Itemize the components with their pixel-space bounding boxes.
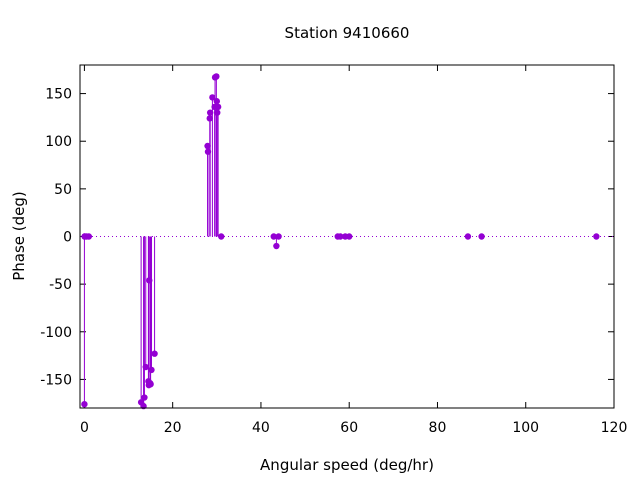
data-point (275, 233, 282, 240)
y-tick-label: 100 (45, 134, 72, 150)
y-axis-label: Phase (deg) (10, 191, 28, 281)
data-point (85, 233, 93, 240)
x-tick-label: 100 (512, 420, 539, 436)
x-tick-label: 40 (252, 420, 270, 436)
data-point (214, 103, 222, 111)
plot-frame (79, 64, 615, 409)
data-point (337, 233, 344, 240)
data-point (214, 109, 221, 116)
data-point (147, 380, 154, 388)
axis-ticks: 0 20 40 60 80 100 120 -150 -100 -50 0 50 100 150 (40, 65, 627, 436)
data-point (478, 233, 485, 240)
y-tick-label: 50 (54, 182, 72, 198)
data-point (464, 233, 472, 240)
phase-series (81, 73, 600, 410)
data-point (270, 233, 277, 240)
data-point (213, 98, 221, 105)
data-point (209, 94, 216, 101)
data-point (593, 233, 600, 240)
x-tick-label: 0 (80, 420, 89, 436)
data-point (346, 233, 353, 240)
x-tick-label: 60 (340, 420, 358, 436)
y-tick-label: 150 (45, 87, 72, 103)
chart-title: Station 9410660 (285, 24, 410, 42)
data-point (218, 233, 225, 240)
data-point (142, 363, 149, 371)
y-tick-label: 0 (63, 230, 72, 246)
data-point (81, 400, 88, 408)
y-tick-label: -100 (40, 325, 72, 341)
data-point (204, 142, 211, 150)
y-tick-label: -50 (49, 277, 72, 293)
x-tick-label: 80 (429, 420, 447, 436)
x-tick-label: 120 (601, 420, 628, 436)
data-point (213, 73, 220, 80)
data-point (148, 366, 155, 374)
data-point (151, 350, 158, 357)
data-point (273, 242, 280, 250)
y-tick-label: -150 (40, 372, 72, 388)
x-axis-label: Angular speed (deg/hr) (260, 456, 434, 474)
data-point (206, 109, 214, 116)
data-point (141, 394, 148, 401)
x-tick-label: 20 (164, 420, 182, 436)
